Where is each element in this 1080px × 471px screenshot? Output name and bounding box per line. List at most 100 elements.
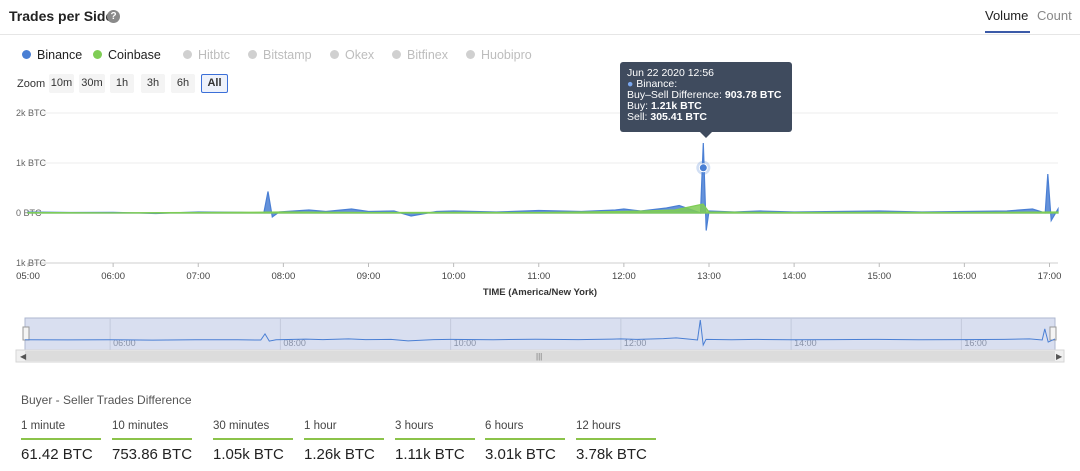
tooltip-diff-label: Buy–Sell Difference:	[627, 89, 722, 101]
chart-tooltip: Jun 22 2020 12:56 ● Binance: Buy–Sell Di…	[620, 62, 792, 138]
series-area-binance[interactable]	[27, 142, 1059, 231]
stat-value: 1.26k BTC	[304, 446, 375, 463]
navigator-tick-label: 12:00	[624, 338, 647, 348]
tooltip-buy-value: 1.21k BTC	[650, 100, 702, 112]
stat-6-hours: 6 hours 3.01k BTC	[485, 420, 565, 463]
x-tick-label: 16:00	[952, 271, 976, 282]
zoom-1h-button[interactable]: 1h	[110, 74, 134, 93]
y-tick-label: 1k BTC	[16, 158, 47, 168]
tooltip-sell-value: 305.41 BTC	[650, 111, 707, 123]
tab-volume[interactable]: Volume	[985, 8, 1029, 23]
series-area-coinbase[interactable]	[27, 203, 1059, 214]
legend-label: Huobipro	[481, 48, 532, 62]
stat-3-hours: 3 hours 1.11k BTC	[395, 420, 475, 463]
stat-value: 3.78k BTC	[576, 446, 647, 463]
legend-label: Bitstamp	[263, 48, 312, 62]
stat-30-minutes: 30 minutes 1.05k BTC	[213, 420, 293, 463]
legend-item-okex[interactable]: Okex	[330, 48, 374, 62]
x-tick-label: 09:00	[357, 271, 381, 282]
chart-series	[27, 142, 1059, 231]
tooltip-sell: Sell: 305.41 BTC	[627, 112, 785, 123]
scroll-left-icon: ◀	[20, 352, 27, 361]
highlight-marker	[696, 160, 711, 175]
legend-dot	[22, 50, 31, 59]
navigator-tick-label: 08:00	[283, 338, 306, 348]
series-dot-icon: ●	[627, 78, 634, 90]
legend-dot	[392, 50, 401, 59]
tooltip-buy-label: Buy:	[627, 100, 649, 112]
legend-label: Binance	[37, 48, 83, 62]
x-tick-label: 05:00	[16, 271, 40, 282]
x-tick-label: 10:00	[442, 271, 466, 282]
legend-item-huobipro[interactable]: Huobipro	[466, 48, 532, 62]
stat-label: 6 hours	[485, 420, 565, 440]
stat-label: 12 hours	[576, 420, 656, 440]
legend-dot	[183, 50, 192, 59]
navigator-series-line	[24, 319, 1056, 347]
legend-dot	[466, 50, 475, 59]
navigator-right-handle[interactable]	[1049, 326, 1057, 341]
stat-value: 753.86 BTC	[112, 446, 193, 463]
scrollbar-grip-icon: |||	[536, 352, 542, 361]
x-tick-label: 06:00	[101, 271, 125, 282]
x-tick-label: 07:00	[186, 271, 210, 282]
navigator-window	[24, 317, 1056, 351]
navigator-left-handle[interactable]	[22, 326, 30, 341]
stats-title: Buyer - Seller Trades Difference	[21, 393, 192, 407]
stat-1-minute: 1 minute 61.42 BTC	[21, 420, 101, 463]
zoom-all-button[interactable]: All	[201, 74, 228, 93]
legend-dot	[93, 50, 102, 59]
legend-dot	[330, 50, 339, 59]
chart-grid	[28, 112, 1058, 264]
legend-label: Okex	[345, 48, 375, 62]
x-axis-label: TIME (America/New York)	[483, 287, 597, 298]
y-tick-label: 2k BTC	[16, 108, 47, 118]
stat-value: 3.01k BTC	[485, 446, 556, 463]
zoom-3h-button[interactable]: 3h	[141, 74, 165, 93]
tooltip-diff: Buy–Sell Difference: 903.78 BTC	[627, 90, 785, 101]
stat-label: 1 minute	[21, 420, 101, 440]
zoom-6h-button[interactable]: 6h	[171, 74, 195, 93]
legend-label: Hitbtc	[198, 48, 230, 62]
panel-header: Trades per Side ? Volume Count	[0, 0, 1080, 35]
tab-count[interactable]: Count	[1037, 8, 1072, 23]
x-tick-label: 14:00	[782, 271, 806, 282]
tooltip-series: ● Binance:	[627, 79, 785, 90]
navigator-tick-label: 06:00	[113, 338, 136, 348]
legend-dot	[248, 50, 257, 59]
legend-label: Coinbase	[108, 48, 161, 62]
tooltip-date: Jun 22 2020 12:56	[627, 67, 714, 79]
navigator: ◀ ▶ ||| 06:00 08:00 10:00 12:00 14:00 16:00	[15, 317, 1065, 363]
scroll-right-icon: ▶	[1056, 352, 1063, 361]
legend-item-hitbtc[interactable]: Hitbtc	[183, 48, 230, 62]
zoom-10m-button[interactable]: 10m	[49, 74, 74, 93]
stat-value: 1.11k BTC	[395, 446, 465, 463]
x-tick-label: 11:00	[527, 271, 550, 282]
scrollbar-thumb[interactable]	[25, 351, 1055, 361]
stat-1-hour: 1 hour 1.26k BTC	[304, 420, 384, 463]
zoom-30m-button[interactable]: 30m	[79, 74, 105, 93]
stat-10-minutes: 10 minutes 753.86 BTC	[112, 420, 192, 463]
stat-label: 30 minutes	[213, 420, 293, 440]
tooltip-sell-label: Sell:	[627, 111, 648, 123]
tooltip-series-name: Binance:	[636, 78, 678, 90]
stat-label: 3 hours	[395, 420, 475, 440]
legend-item-binance[interactable]: Binance	[22, 48, 82, 62]
navigator-tick-label: 16:00	[964, 338, 987, 348]
tooltip-diff-value: 903.78 BTC	[724, 89, 782, 101]
page-title: Trades per Side	[9, 8, 114, 24]
help-icon[interactable]: ?	[107, 10, 120, 23]
x-axis-ticks: 05:00 06:00 07:00 08:00 09:00 10:00 11:00 12:00…	[16, 263, 1061, 282]
highlight-point[interactable]	[698, 163, 708, 173]
x-tick-label: 12:00	[612, 271, 636, 282]
stat-value: 1.05k BTC	[213, 446, 284, 463]
stat-value: 61.42 BTC	[21, 446, 93, 463]
x-tick-label: 17:00	[1038, 271, 1062, 282]
navigator-tick-label: 14:00	[794, 338, 817, 348]
legend-item-bitstamp[interactable]: Bitstamp	[248, 48, 312, 62]
x-tick-label: 08:00	[271, 271, 295, 282]
legend-item-bitfinex[interactable]: Bitfinex	[392, 48, 448, 62]
legend-item-coinbase[interactable]: Coinbase	[93, 48, 161, 62]
